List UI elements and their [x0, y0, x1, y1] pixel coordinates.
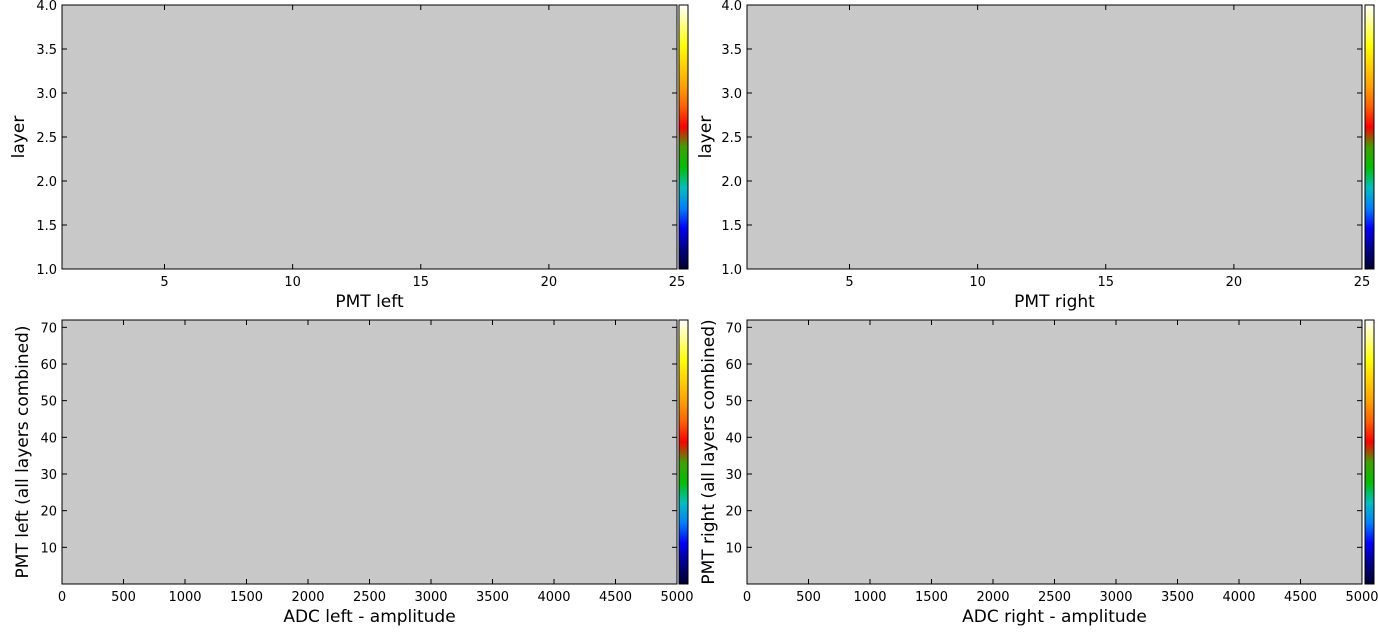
x-tick-label: 15: [1097, 275, 1114, 290]
x-tick-label: 25: [1354, 275, 1371, 290]
colorbar: [678, 319, 689, 585]
x-tick-label: 500: [796, 590, 821, 605]
y-tick-label: 30: [40, 468, 57, 483]
y-tick-label: 30: [725, 468, 742, 483]
y-tick-label: 1.5: [36, 219, 57, 234]
y-tick-label: 10: [725, 541, 742, 556]
x-tick-label: 3500: [1161, 590, 1194, 605]
y-tick-label: 2.0: [36, 175, 57, 190]
y-axis-title: layer: [696, 116, 716, 159]
y-tick-label: 10: [40, 541, 57, 556]
x-tick-label: 25: [669, 275, 686, 290]
x-tick-label: 5: [160, 275, 168, 290]
y-tick-label: 40: [725, 431, 742, 446]
y-tick-label: 3.0: [721, 87, 742, 102]
x-axis-title: PMT left: [335, 292, 404, 312]
x-tick-label: 3500: [476, 590, 509, 605]
y-tick-label: 50: [40, 395, 57, 410]
y-axis-title: PMT left (all layers combined): [13, 326, 33, 579]
x-tick-label: 10: [284, 275, 301, 290]
heatmap-panel-3: 0 500 1000 1500 2000 2500 3000 3500 4000 4500 5000…: [13, 319, 694, 627]
y-tick-label: 1.0: [36, 263, 57, 278]
x-tick-label: 2000: [976, 590, 1009, 605]
x-tick-label: 4500: [1284, 590, 1317, 605]
y-tick-label: 60: [40, 358, 57, 373]
y-tick-label: 1.5: [721, 219, 742, 234]
y-axis-title: layer: [9, 116, 29, 159]
x-tick-label: 3000: [1099, 590, 1132, 605]
y-tick-label: 3.5: [36, 43, 57, 58]
y-tick-label: 60: [725, 358, 742, 373]
x-tick-label: 2500: [353, 590, 386, 605]
heatmap-panel-4: 0 500 1000 1500 2000 2500 3000 3500 4000 4500 5000…: [699, 319, 1378, 627]
y-tick-label: 20: [725, 505, 742, 520]
x-tick-label: 1000: [168, 590, 201, 605]
x-tick-label: 0: [743, 590, 751, 605]
x-tick-label: 0: [58, 590, 66, 605]
plot-area: [61, 4, 678, 270]
heatmap-panel-1: 5 10 15 20 25 1.0 1.5 2.0 2.5 3.0 3.5 4.0 PMT left la…: [9, 0, 689, 312]
y-tick-label: 20: [40, 505, 57, 520]
y-tick-label: 40: [40, 431, 57, 446]
plot-area: [746, 4, 1363, 270]
y-tick-label: 2.5: [721, 131, 742, 146]
y-tick-label: 3.0: [36, 87, 57, 102]
x-tick-label: 10: [969, 275, 986, 290]
y-axis-title: PMT right (all layers combined): [699, 319, 719, 584]
x-tick-label: 2500: [1038, 590, 1071, 605]
x-tick-label: 5: [845, 275, 853, 290]
x-axis-title: ADC right - amplitude: [962, 607, 1147, 627]
x-tick-label: 4500: [599, 590, 632, 605]
y-tick-label: 50: [725, 395, 742, 410]
colorbar: [678, 4, 689, 270]
y-tick-label: 1.0: [721, 263, 742, 278]
x-axis-title: ADC left - amplitude: [283, 607, 455, 627]
x-axis-title: PMT right: [1014, 292, 1095, 312]
y-tick-label: 70: [725, 321, 742, 336]
x-tick-label: 20: [1226, 275, 1243, 290]
y-tick-label: 4.0: [721, 0, 742, 14]
y-tick-label: 2.5: [36, 131, 57, 146]
x-tick-label: 1500: [915, 590, 948, 605]
x-tick-label: 5000: [660, 590, 693, 605]
colorbar: [1364, 4, 1375, 270]
colorbar: [1364, 319, 1375, 585]
x-tick-label: 20: [541, 275, 558, 290]
x-tick-label: 4000: [537, 590, 570, 605]
y-tick-label: 70: [40, 321, 57, 336]
x-tick-label: 1500: [230, 590, 263, 605]
plot-area: [61, 319, 678, 585]
y-tick-label: 4.0: [36, 0, 57, 14]
plot-area: [746, 319, 1363, 585]
x-tick-label: 15: [412, 275, 429, 290]
y-tick-label: 2.0: [721, 175, 742, 190]
x-tick-label: 5000: [1345, 590, 1378, 605]
x-tick-label: 500: [111, 590, 136, 605]
x-tick-label: 2000: [291, 590, 324, 605]
x-tick-label: 3000: [414, 590, 447, 605]
x-tick-label: 1000: [853, 590, 886, 605]
heatmap-panel-2: 5 10 15 20 25 1.0 1.5 2.0 2.5 3.0 3.5 4.0 PMT right l…: [696, 0, 1375, 312]
x-tick-label: 4000: [1222, 590, 1255, 605]
y-tick-label: 3.5: [721, 43, 742, 58]
